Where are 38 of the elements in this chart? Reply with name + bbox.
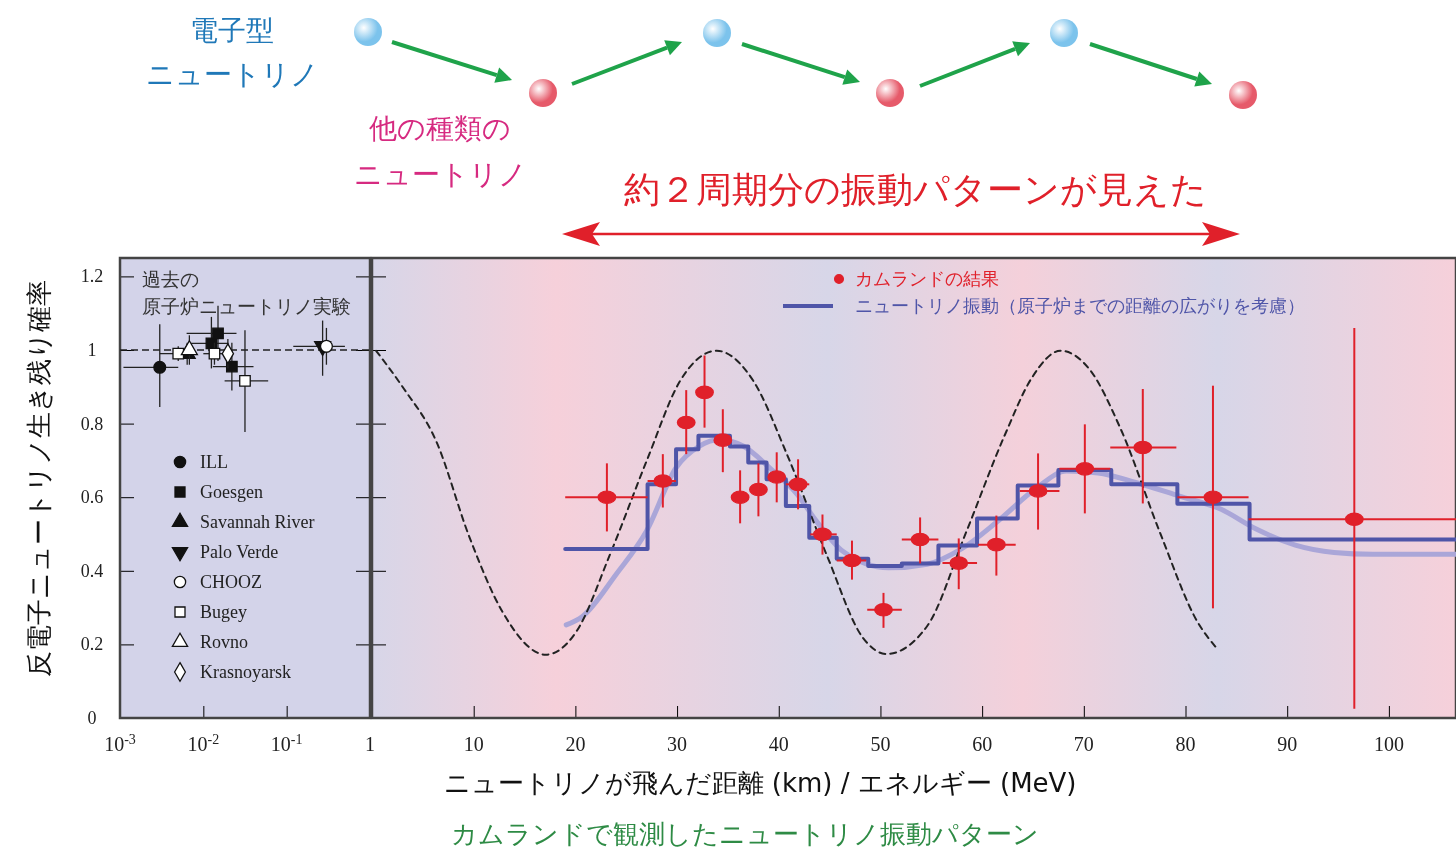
y-tick-label: 0.8: [80, 413, 104, 434]
y-tick-label: 0: [87, 708, 97, 728]
text: カムランドで観測したニュートリノ振動パターン: [451, 819, 1039, 849]
x-tick-label: 40: [768, 733, 789, 755]
legend-label: Savannah River: [200, 512, 315, 532]
y-tick-label: 0.2: [80, 634, 104, 655]
legend-label: Goesgen: [200, 482, 263, 502]
y-tick-label: 1.2: [80, 266, 104, 287]
legend-label: Krasnoyarsk: [200, 662, 291, 682]
x-tick-label: 10$^{-2}$: [187, 731, 220, 755]
legend-label: ニュートリノ振動（原子炉までの距離の広がりを考慮）: [855, 295, 1305, 316]
y-tick-label: 1: [87, 340, 97, 360]
y-axis-title: 反電子ニュートリノ生き残り確率: [24, 279, 54, 677]
text: 約２周期分の振動パターンが見えた: [623, 169, 1207, 210]
x-tick-label: 80: [1175, 733, 1196, 755]
x-tick-label: 20: [565, 733, 586, 755]
x-tick-label: 50: [870, 733, 891, 755]
x-tick-label: 70: [1073, 733, 1094, 755]
legend-label: Rovno: [200, 632, 249, 652]
legend-label: Palo Verde: [200, 542, 279, 562]
legend-label: ILL: [200, 452, 228, 472]
legend-label: CHOOZ: [200, 572, 262, 592]
y-tick-label: 0.4: [80, 560, 104, 581]
x-tick-label: 10$^{-1}$: [270, 731, 303, 755]
legend-label: Bugey: [200, 602, 247, 622]
x-tick-label: 10$^{-3}$: [104, 731, 136, 755]
x-axis-title: ニュートリノが飛んだ距離 (km) / エネルギー (MeV): [443, 768, 1077, 798]
x-tick-label: 100: [1373, 733, 1404, 755]
text: 電子型ニュートリノ: [145, 14, 319, 91]
x-tick-label: 90: [1277, 733, 1298, 755]
text: 他の種類のニュートリノ: [353, 112, 527, 191]
x-tick-label: 30: [667, 733, 688, 755]
x-tick-label: 60: [972, 733, 993, 755]
text: 過去の原子炉ニュートリノ実験: [142, 268, 351, 317]
y-tick-label: 0.6: [80, 487, 104, 508]
legend-label: カムランドの結果: [855, 268, 999, 289]
x-tick-label: 1: [365, 733, 375, 755]
x-tick-label: 10: [463, 733, 484, 755]
